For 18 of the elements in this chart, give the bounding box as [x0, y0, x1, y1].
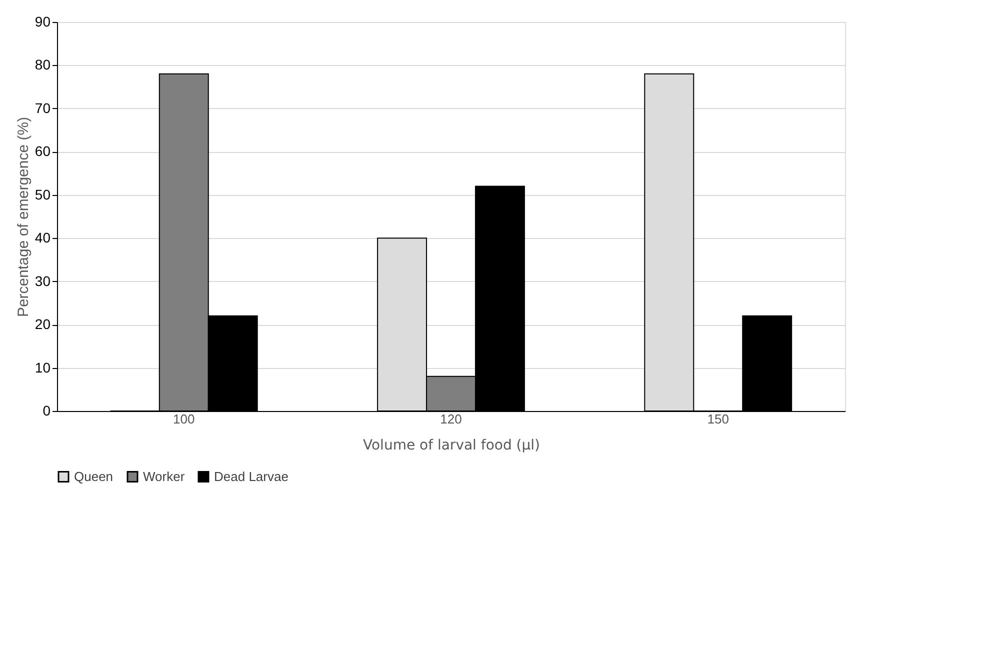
- y-tick-label: 30: [34, 272, 51, 289]
- x-axis-title: Volume of larval food (μl): [362, 438, 540, 454]
- y-tick-label: 60: [34, 143, 51, 160]
- y-tick-label: 20: [34, 316, 51, 332]
- y-axis-title: Percentage of emergence (%): [14, 116, 32, 318]
- y-tick-label: 40: [34, 230, 51, 246]
- y-tick-label: 50: [34, 186, 51, 202]
- y-tick-label: 80: [34, 56, 51, 73]
- legend-label: Dead Larvae: [214, 468, 288, 484]
- y-tick-label: 0: [42, 402, 51, 418]
- y-tick-label: 90: [34, 14, 51, 30]
- y-tick-label: 10: [34, 359, 51, 376]
- x-tick-label: 150: [707, 412, 729, 426]
- legend-label: Worker: [143, 468, 186, 484]
- x-tick-label: 120: [440, 412, 462, 426]
- y-tick-label: 70: [34, 100, 51, 116]
- x-tick-label: 100: [173, 412, 195, 426]
- legend-label: Queen: [74, 468, 114, 484]
